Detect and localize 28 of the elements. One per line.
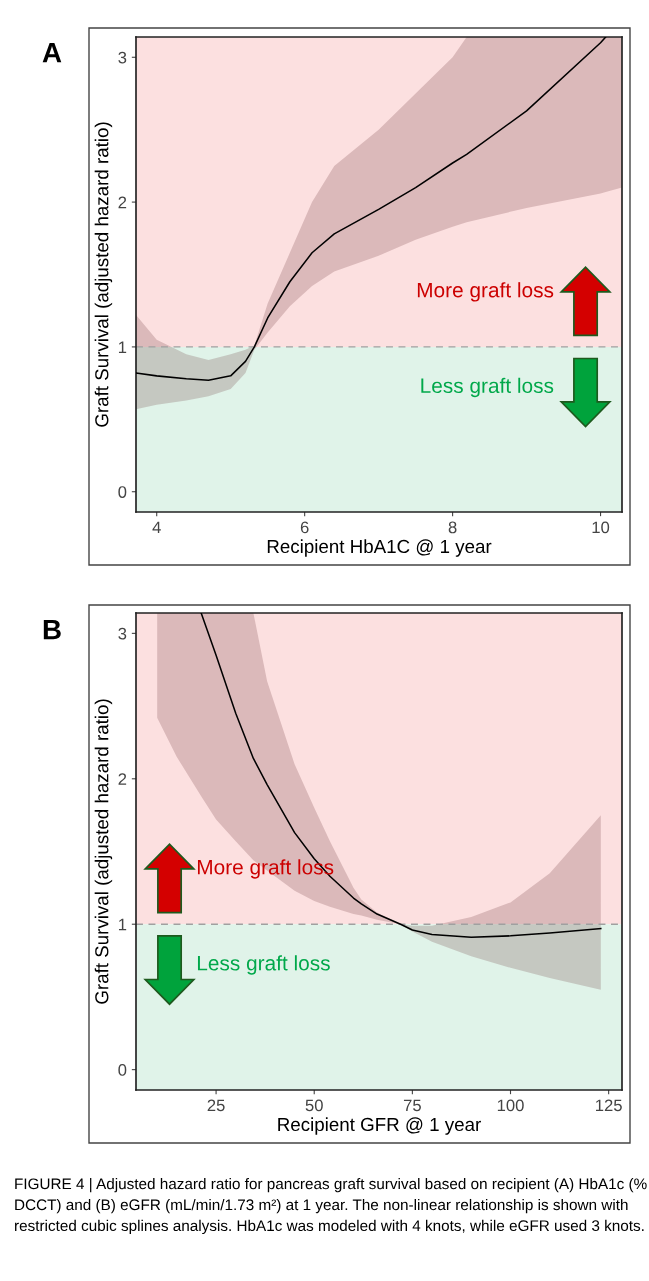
y-axis-title: Graft Survival (adjusted hazard ratio): [94, 699, 113, 1004]
x-tick-label: 10: [592, 521, 610, 534]
x-tick-label: 125: [596, 1099, 622, 1112]
y-tick-label: 1: [118, 341, 127, 353]
caption: FIGURE 4 | Adjusted hazard ratio for pancreas graft survival based on recipient (A) HbA1c (% DCCT) and (B) eGFR (mL/min/1.73 m²) at 1 year. The non-linear relationship is shown with restricted cubic splines analysis. HbA1c was modeled with 4 knots, while eGFR used 3 knots.: [15, 1178, 647, 1235]
y-tick-label: 2: [118, 196, 127, 209]
line-series: [200, 613, 602, 939]
chart-title: A: [42, 43, 62, 63]
x-tick-label: 75: [403, 1099, 421, 1112]
x-tick-label: 4: [152, 521, 161, 534]
x-tick-label: 100: [497, 1099, 524, 1112]
y-tick-label: 3: [118, 51, 127, 64]
y-tick-label: 3: [118, 627, 127, 640]
annotation: More graft loss: [417, 282, 554, 302]
y-axis-title: Graft Survival (adjusted hazard ratio): [94, 122, 113, 427]
y-tick-label: 2: [118, 773, 127, 785]
x-tick-label: 8: [448, 521, 457, 534]
y-tick-label: 0: [118, 486, 127, 498]
x-tick-label: 25: [207, 1099, 225, 1112]
x-axis-title: Recipient GFR @ 1 year: [278, 1117, 481, 1135]
x-tick-label: 6: [300, 521, 309, 534]
annotation: Less graft loss: [197, 955, 330, 975]
chart-title: B: [43, 620, 61, 640]
y-tick-label: 0: [118, 1064, 127, 1076]
y-tick-label: 1: [118, 918, 127, 931]
x-tick-label: 50: [305, 1099, 323, 1112]
annotation: Less graft loss: [421, 377, 554, 398]
x-axis-title: Recipient HbA1C @ 1 year: [267, 539, 492, 557]
